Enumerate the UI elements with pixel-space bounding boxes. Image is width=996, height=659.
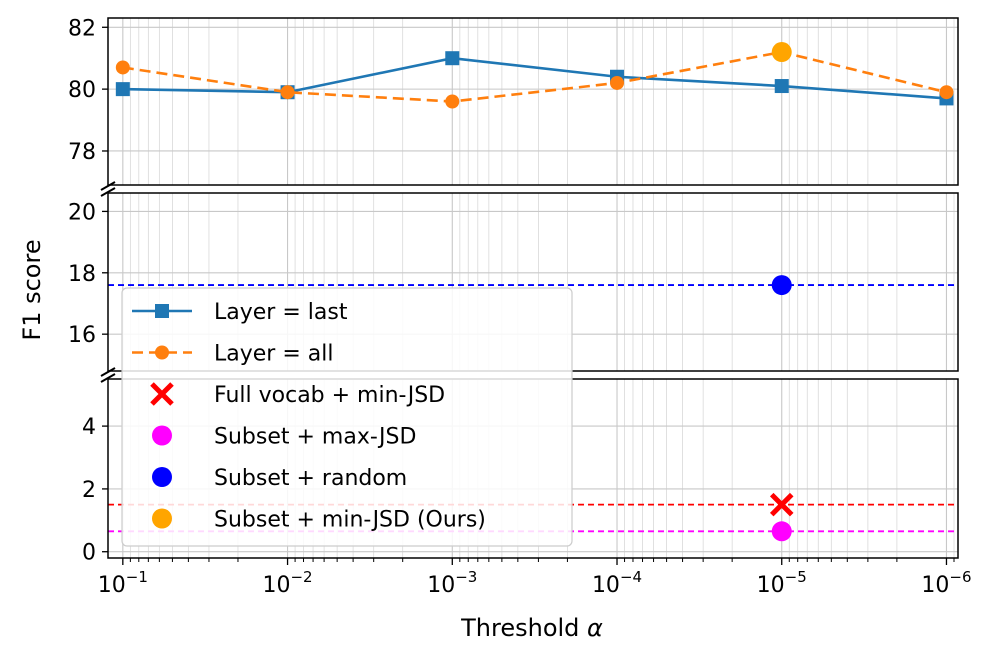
data-point-circle xyxy=(939,85,954,100)
series-line xyxy=(122,56,947,100)
x-tick-label: 10−5 xyxy=(757,568,807,598)
y-axis-title: F1 score xyxy=(18,239,46,340)
legend-label: Subset + random xyxy=(214,466,407,491)
x-axis-title-text: Threshold xyxy=(460,614,579,642)
legend-label: Subset + min-JSD (Ours) xyxy=(214,508,486,533)
y-tick-label: 80 xyxy=(68,78,96,103)
data-point-circle xyxy=(610,75,625,90)
legend-box xyxy=(121,287,573,547)
x-tick-label: 10−4 xyxy=(592,568,642,598)
data-point-square xyxy=(445,51,460,66)
legend-marker xyxy=(152,467,172,487)
x-axis-title: Threshold α xyxy=(460,614,603,642)
axis-break-mark xyxy=(100,367,116,383)
data-point-square xyxy=(115,82,130,97)
data-point-circle xyxy=(771,275,792,296)
legend-marker xyxy=(155,304,169,318)
x-tick-label: 10−6 xyxy=(921,568,971,598)
y-tick-label: 18 xyxy=(68,262,96,287)
data-point-circle xyxy=(771,42,792,63)
data-point-circle xyxy=(445,94,460,109)
y-tick-label: 20 xyxy=(68,200,96,225)
legend-label: Full vocab + min-JSD xyxy=(214,383,445,408)
y-tick-label: 78 xyxy=(68,140,96,165)
y-tick-label: 2 xyxy=(82,478,96,503)
legend-marker xyxy=(152,425,172,446)
legend-marker xyxy=(155,345,169,360)
series-line xyxy=(122,50,947,103)
y-tick-label: 82 xyxy=(68,16,96,41)
axis-break-mark xyxy=(100,181,116,197)
legend-label: Layer = all xyxy=(214,342,333,367)
x-tick-label: 10−3 xyxy=(427,568,477,598)
data-point-circle xyxy=(280,85,295,100)
data-point-x xyxy=(769,492,794,517)
y-tick-label: 16 xyxy=(68,323,96,348)
axes-frame xyxy=(107,17,959,186)
y-tick-label: 0 xyxy=(82,541,96,566)
legend-label: Subset + max-JSD xyxy=(214,425,416,450)
legend-label: Layer = last xyxy=(214,300,348,325)
data-point-circle xyxy=(115,60,130,75)
legend-marker xyxy=(152,508,172,529)
legend-marker xyxy=(150,382,174,406)
x-tick-label: 10−2 xyxy=(262,568,312,598)
data-point-square xyxy=(774,79,789,94)
x-tick-label: 10−1 xyxy=(98,568,148,598)
data-point-circle xyxy=(771,521,792,542)
y-tick-label: 4 xyxy=(82,415,96,440)
x-axis-title-symbol: α xyxy=(587,614,603,642)
